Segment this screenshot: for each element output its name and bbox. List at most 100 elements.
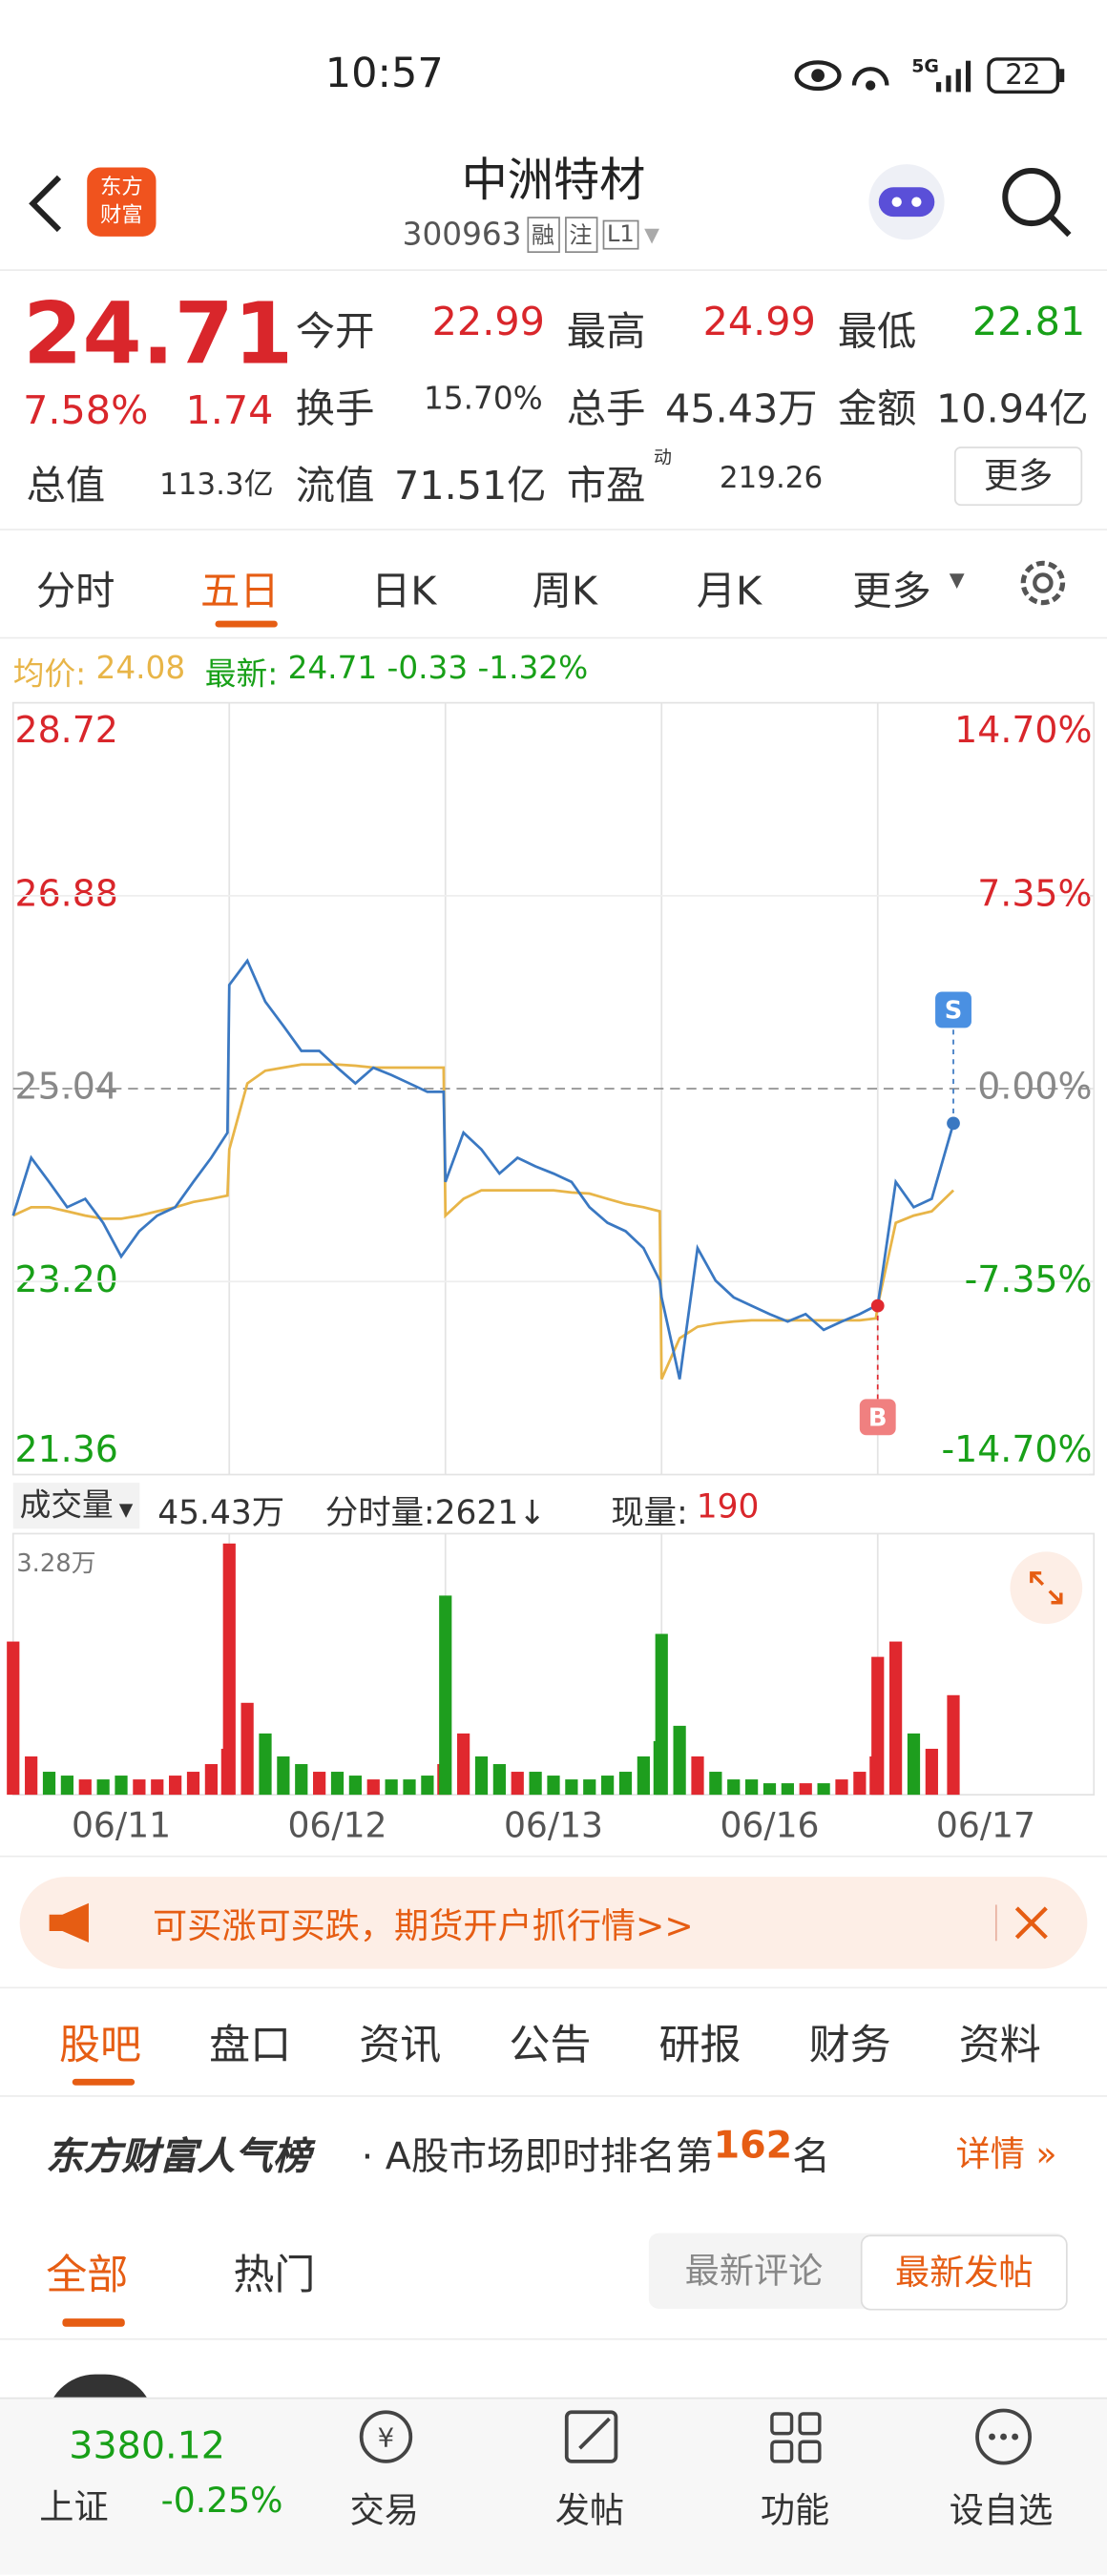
- change: 1.74: [185, 387, 274, 434]
- bottom-item[interactable]: 功能: [760, 2490, 830, 2531]
- section-tab[interactable]: 财务: [808, 2021, 891, 2069]
- section-tab[interactable]: 公告: [509, 2021, 592, 2069]
- average-line: [12, 1063, 955, 1381]
- field-value: 22.81: [971, 299, 1086, 345]
- stock-name: 中洲特材: [461, 153, 646, 207]
- volume-bar: [42, 1772, 56, 1796]
- volume-bar: [925, 1748, 938, 1796]
- volume-bar: [7, 1641, 20, 1796]
- filter-tab[interactable]: 热门: [233, 2251, 316, 2299]
- volume-bar: [618, 1772, 633, 1796]
- stock-code-row: 300963 融 注 L1 ▼: [402, 217, 659, 254]
- section-tab[interactable]: 资讯: [359, 2021, 442, 2069]
- volume-bar: [366, 1779, 380, 1796]
- section-tab[interactable]: 盘口: [209, 2021, 292, 2069]
- volume-bar: [169, 1776, 182, 1796]
- latest-diff-pct: -1.32%: [477, 650, 589, 687]
- volume-bar: [151, 1779, 164, 1796]
- section-tabs: 股吧 盘口 资讯 公告 研报 财务 资料: [0, 2013, 1107, 2079]
- volume-bar: [637, 1755, 650, 1796]
- sell-marker: [935, 991, 971, 1028]
- back-button[interactable]: [23, 171, 66, 237]
- banner[interactable]: [19, 1877, 1088, 1969]
- volume-bar: [277, 1755, 290, 1796]
- y2-tick-label: 0.00%: [977, 1066, 1092, 1108]
- volume-bar: [727, 1779, 741, 1796]
- volume-selector[interactable]: 成交量 ▼: [12, 1483, 140, 1529]
- field-label: 市盈: [566, 463, 646, 509]
- time: 10:57: [324, 49, 444, 97]
- sort-button[interactable]: 最新评论: [684, 2251, 824, 2291]
- y-tick-label: 25.04: [14, 1066, 117, 1108]
- bottom-bar: [0, 2397, 1107, 2575]
- tag: 注: [564, 217, 597, 254]
- volume-bar: [403, 1779, 416, 1796]
- sort-button-active[interactable]: 最新发帖: [860, 2234, 1068, 2311]
- ranking-rank: 162: [713, 2125, 793, 2168]
- volume-bar: [60, 1776, 73, 1796]
- ranking-title: 东方财富人气榜: [46, 2136, 311, 2179]
- tab[interactable]: 分时: [35, 568, 115, 614]
- x-tick-label: 06/16: [720, 1805, 819, 1846]
- volume-max: 3.28万: [16, 1548, 96, 1578]
- volume-bar: [871, 1656, 885, 1796]
- index-change: -0.25%: [160, 2481, 283, 2521]
- bottom-item[interactable]: 发帖: [554, 2490, 625, 2531]
- volume-bar: [385, 1779, 398, 1796]
- field-value: 22.99: [431, 299, 545, 345]
- volume-bar: [799, 1783, 812, 1796]
- ranking-line: · A股市场即时排名第 162 名: [362, 2125, 830, 2181]
- volume-bar: [583, 1779, 596, 1796]
- search-button[interactable]: [998, 164, 1074, 239]
- settings-button[interactable]: [1015, 555, 1072, 612]
- tab-indicator: [72, 2078, 136, 2086]
- tag: 融: [526, 217, 560, 254]
- tag: L1: [601, 219, 639, 250]
- detail-link[interactable]: 详情 »: [955, 2134, 1057, 2174]
- tab[interactable]: 日K: [370, 568, 437, 614]
- volume-bar: [511, 1772, 524, 1796]
- volume-bar: [186, 1772, 200, 1796]
- field-value: 15.70%: [424, 381, 543, 418]
- tab-active[interactable]: 五日: [199, 568, 280, 614]
- x-tick-label: 06/11: [72, 1805, 171, 1846]
- field-label: 金额: [837, 385, 917, 432]
- volume-bar: [439, 1595, 452, 1796]
- volume-bar: [853, 1772, 867, 1796]
- ranking-text: · A股市场即时排名第: [361, 2136, 714, 2179]
- bottom-item[interactable]: 设自选: [949, 2490, 1054, 2531]
- tab[interactable]: 周K: [532, 568, 598, 614]
- battery: 22: [1005, 58, 1041, 93]
- price-line: [11, 958, 955, 1380]
- index-name: 上证: [39, 2487, 109, 2527]
- section-tab-active[interactable]: 股吧: [58, 2021, 142, 2069]
- y2-tick-label: 14.70%: [954, 709, 1092, 751]
- sell-marker-label: S: [945, 997, 963, 1026]
- volume-bar: [907, 1733, 921, 1796]
- close-banner[interactable]: [1013, 1904, 1050, 1941]
- section-tab[interactable]: 资料: [958, 2021, 1041, 2069]
- svg-text:¥: ¥: [378, 2422, 395, 2453]
- buy-point: [870, 1298, 885, 1313]
- volume-bar: [745, 1779, 759, 1796]
- robot-icon[interactable]: [864, 157, 949, 246]
- x-tick-label: 06/17: [936, 1805, 1035, 1846]
- tab[interactable]: 更多: [852, 568, 931, 614]
- section-tab[interactable]: 研报: [658, 2021, 741, 2069]
- buy-marker: [859, 1399, 896, 1436]
- app-logo[interactable]: 东方 财富: [87, 167, 157, 237]
- info-line: 均价: 24.08 最新: 24.71 -0.33 -1.32%: [13, 651, 588, 695]
- expand-button[interactable]: [1009, 1550, 1084, 1626]
- banner-text[interactable]: 可买涨可买跌，期货开户抓行情>>: [153, 1906, 694, 1946]
- volume-bar: [889, 1641, 903, 1796]
- y-tick-label: 28.72: [14, 709, 117, 751]
- bottom-item[interactable]: 交易: [349, 2490, 419, 2531]
- tab[interactable]: 月K: [696, 568, 762, 614]
- megaphone-icon: [49, 1902, 89, 1943]
- more-button[interactable]: 更多: [953, 447, 1083, 507]
- x-tick-label: 06/12: [287, 1805, 386, 1846]
- volume-now: 190: [696, 1485, 760, 1526]
- y-tick-label: 23.20: [14, 1258, 117, 1300]
- latest-diff: -0.33: [386, 650, 469, 687]
- filter-tab-active[interactable]: 全部: [46, 2251, 129, 2299]
